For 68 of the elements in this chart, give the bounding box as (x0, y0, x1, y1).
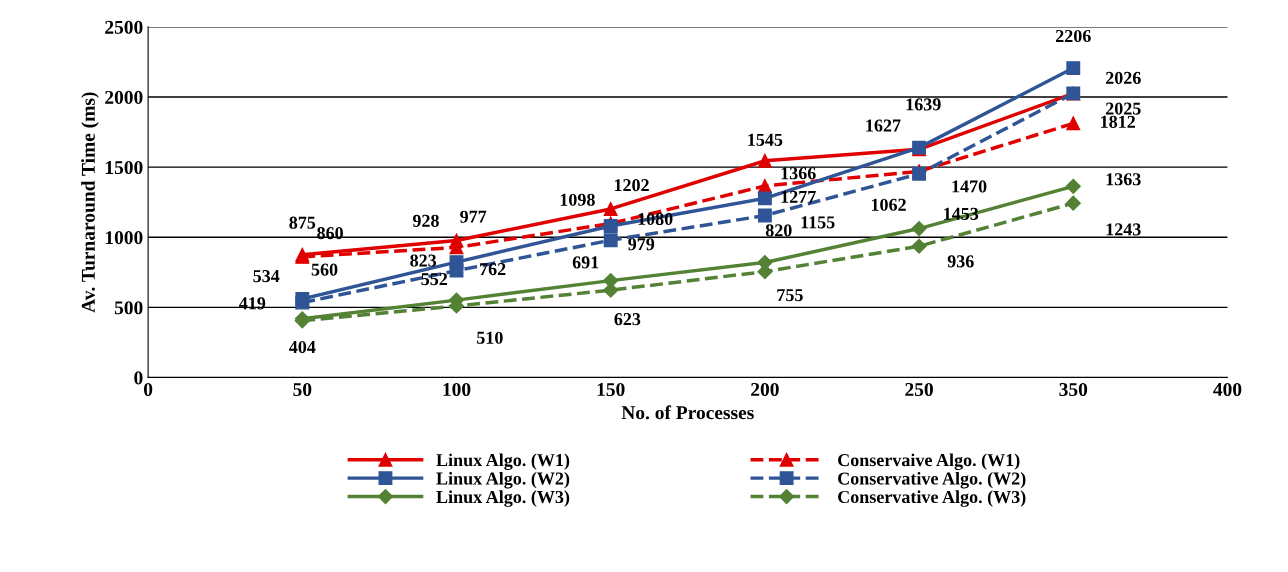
legend-label: Linux Algo. (W3) (436, 490, 570, 507)
data-label: 691 (572, 256, 599, 269)
data-label: 755 (777, 289, 803, 302)
data-label: 1363 (1106, 173, 1141, 186)
x-tick-label: 200 (751, 382, 779, 397)
legend-label: Conservaive Algo. (W1) (838, 453, 1020, 470)
data-label: 1098 (560, 193, 595, 206)
point (295, 295, 310, 310)
data-label: 1639 (906, 98, 941, 111)
data-label: 1470 (952, 180, 987, 193)
data-label: 875 (289, 216, 316, 229)
data-label: 936 (947, 255, 974, 268)
x-tick-label: 150 (597, 382, 625, 397)
point (757, 208, 772, 223)
data-label: 623 (614, 313, 641, 326)
data-label: 977 (460, 210, 487, 223)
data-label: 534 (253, 270, 280, 283)
point (1066, 116, 1081, 131)
x-tick-label: 100 (443, 382, 471, 397)
data-label: 560 (311, 263, 338, 276)
data-label: 823 (410, 254, 437, 267)
point (1066, 61, 1081, 76)
data-label: 1243 (1106, 223, 1141, 236)
point (449, 263, 464, 278)
data-label: 762 (480, 263, 506, 276)
data-label: 1812 (1101, 115, 1135, 128)
data-label: 2206 (1055, 29, 1091, 43)
data-label: 979 (628, 238, 655, 251)
point (1065, 178, 1081, 194)
legend-label: Linux Algo. (W1) (436, 453, 570, 470)
point (757, 153, 772, 168)
point (757, 191, 772, 206)
y-tick-label: 0 (134, 371, 143, 385)
point (911, 238, 927, 254)
point (1065, 195, 1081, 211)
data-label: 1366 (781, 167, 816, 180)
data-label: 928 (412, 214, 439, 227)
legend-label: Conservative Algo. (W3) (838, 490, 1026, 507)
x-tick-label: 0 (144, 382, 153, 397)
data-label: 1062 (871, 198, 906, 211)
data-label: 1155 (801, 216, 835, 229)
data-label: 2025 (1105, 102, 1141, 115)
y-tick-label: 2000 (105, 90, 143, 104)
data-label: 1545 (748, 133, 783, 146)
legend-label: Linux Algo. (W2) (436, 471, 570, 489)
x-axis-title: No. of Processes (621, 405, 754, 420)
data-label: 510 (477, 331, 503, 344)
x-tick-label: 350 (1059, 382, 1088, 397)
y-tick-label: 1000 (105, 231, 143, 245)
data-label: 820 (765, 224, 792, 237)
data-label: 1277 (781, 190, 816, 203)
y-axis-title: Av. Turnaround Time (ms) (81, 92, 99, 313)
x-tick-label: 50 (293, 382, 312, 397)
point (603, 219, 618, 233)
data-label: 1202 (614, 179, 649, 192)
data-label: 404 (289, 340, 316, 354)
point (603, 201, 618, 216)
data-label: 1627 (866, 119, 901, 132)
y-tick-label: 1500 (105, 160, 143, 175)
x-tick-label: 400 (1213, 382, 1242, 397)
data-label: 2026 (1105, 71, 1141, 84)
point (603, 233, 618, 248)
point (911, 220, 927, 237)
legend-label: Conservative Algo. (W2) (838, 471, 1026, 489)
x-tick-label: 250 (905, 382, 933, 397)
y-tick-label: 500 (114, 301, 143, 315)
y-tick-label: 2500 (105, 20, 143, 34)
data-label: 552 (421, 273, 448, 286)
